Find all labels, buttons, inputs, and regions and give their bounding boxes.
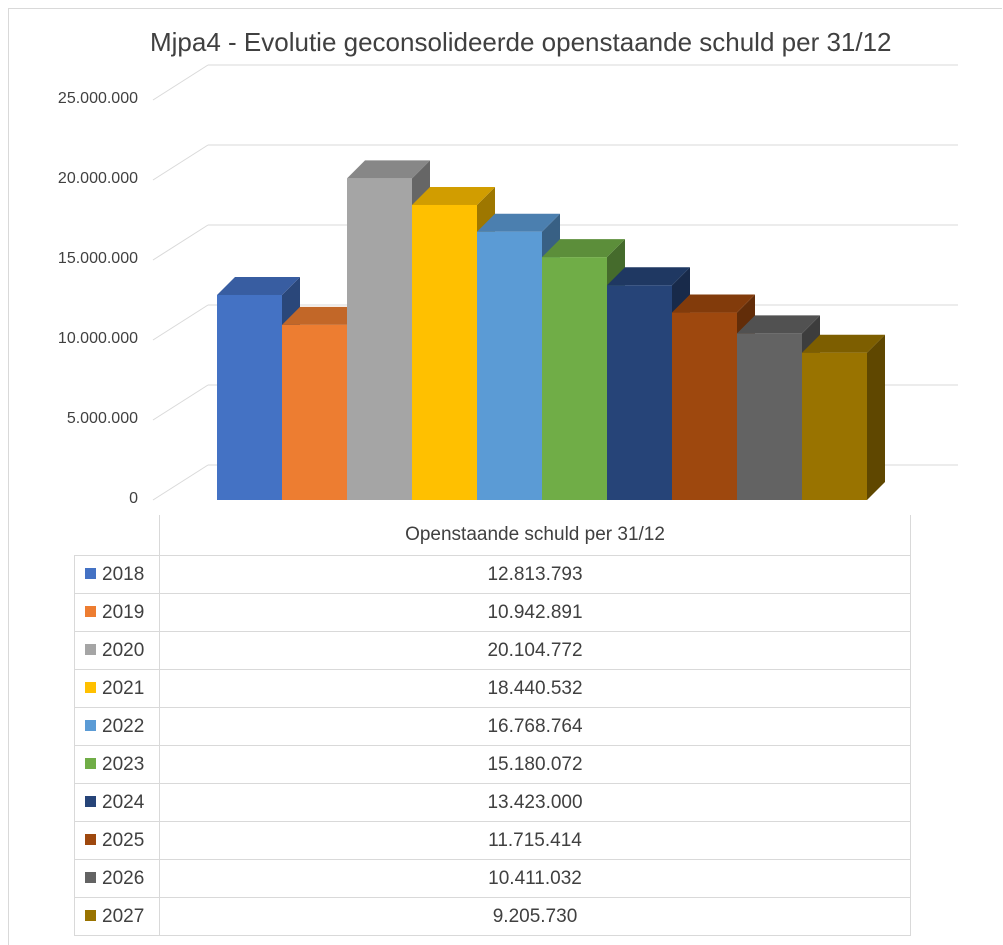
value-label: 18.440.532 [159, 669, 911, 708]
table-year-cell: 2022 [74, 707, 160, 746]
category-label: 2026 [102, 867, 145, 889]
y-tick-label: 20.000.000 [57, 170, 138, 187]
table-year-cell: 2018 [74, 555, 160, 594]
table-row: 2020 20.104.772 [74, 631, 911, 670]
value-label: 13.423.000 [159, 783, 911, 822]
legend-swatch [85, 757, 96, 769]
gridline [152, 64, 958, 101]
table-row: 2022 16.768.764 [74, 707, 911, 746]
table-row: 2027 9.205.730 [74, 897, 911, 936]
category-label: 2020 [102, 639, 145, 661]
table-year-cell: 2026 [74, 859, 160, 898]
value-label: 10.942.891 [159, 593, 911, 632]
table-row: 2026 10.411.032 [74, 859, 911, 898]
table-row: 2018 12.813.793 [74, 555, 911, 594]
value-label: 20.104.772 [159, 631, 911, 670]
table-year-cell: 2019 [74, 593, 160, 632]
y-tick-label: 10.000.000 [57, 330, 138, 347]
legend-swatch [85, 681, 96, 693]
y-tick-label: 15.000.000 [57, 250, 138, 267]
legend-swatch [85, 643, 96, 655]
legend-swatch [85, 567, 96, 579]
plot-area [152, 64, 958, 501]
gridline [152, 224, 958, 261]
bar-2027 [802, 334, 885, 500]
table-year-cell: 2020 [74, 631, 160, 670]
category-label: 2021 [102, 677, 145, 699]
table-year-cell: 2027 [74, 897, 160, 936]
category-label: 2023 [102, 753, 145, 775]
data-table-corner [74, 515, 160, 556]
y-tick-label: 0 [129, 490, 138, 507]
bar-2026 [737, 315, 820, 500]
chart-title: Mjpa4 - Evolutie geconsolideerde opensta… [150, 27, 892, 57]
y-tick-label: 5.000.000 [66, 410, 138, 427]
table-year-cell: 2025 [74, 821, 160, 860]
legend-swatch [85, 871, 96, 883]
data-table: Openstaande schuld per 31/12 2018 12.813.… [74, 515, 911, 936]
value-label: 12.813.793 [159, 555, 911, 594]
data-table-header: Openstaande schuld per 31/12 [159, 515, 911, 556]
gridline [152, 144, 958, 181]
category-label: 2024 [102, 791, 145, 813]
bars [217, 160, 885, 501]
category-label: 2027 [102, 905, 145, 927]
table-year-cell: 2021 [74, 669, 160, 708]
value-label: 11.715.414 [159, 821, 911, 860]
table-row: 2025 11.715.414 [74, 821, 911, 860]
table-year-cell: 2024 [74, 783, 160, 822]
table-year-cell: 2023 [74, 745, 160, 784]
category-label: 2022 [102, 715, 145, 737]
table-row: 2023 15.180.072 [74, 745, 911, 784]
value-label: 16.768.764 [159, 707, 911, 746]
y-tick-label: 25.000.000 [57, 90, 138, 107]
value-label: 15.180.072 [159, 745, 911, 784]
table-row: 2019 10.942.891 [74, 593, 911, 632]
table-row: 2024 13.423.000 [74, 783, 911, 822]
legend-swatch [85, 719, 96, 731]
value-label: 9.205.730 [159, 897, 911, 936]
value-label: 10.411.032 [159, 859, 911, 898]
category-label: 2018 [102, 563, 145, 585]
legend-swatch [85, 833, 96, 845]
chart-frame [8, 8, 1002, 945]
category-label: 2019 [102, 601, 145, 623]
category-label: 2025 [102, 829, 145, 851]
legend-swatch [85, 909, 96, 921]
legend-swatch [85, 605, 96, 617]
table-row: 2021 18.440.532 [74, 669, 911, 708]
legend-swatch [85, 795, 96, 807]
